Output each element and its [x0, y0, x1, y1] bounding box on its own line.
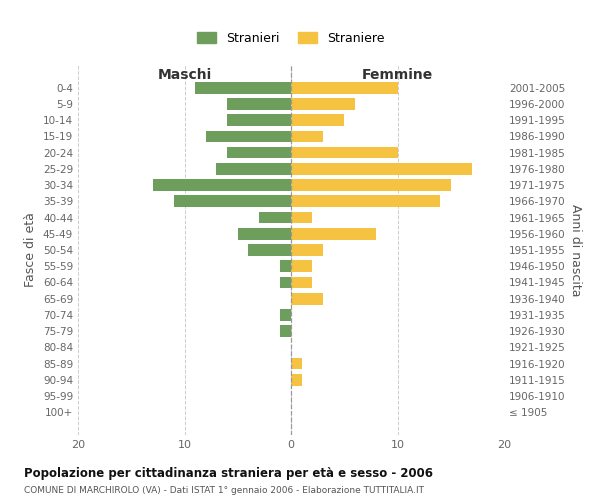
Legend: Stranieri, Straniere: Stranieri, Straniere	[193, 27, 389, 50]
Bar	[291, 276, 313, 288]
Bar	[248, 244, 291, 256]
Bar	[280, 276, 291, 288]
Bar	[238, 228, 291, 239]
Bar	[217, 163, 291, 174]
Text: Popolazione per cittadinanza straniera per età e sesso - 2006: Popolazione per cittadinanza straniera p…	[24, 468, 433, 480]
Text: Maschi: Maschi	[157, 68, 212, 82]
Bar	[291, 147, 398, 158]
Bar	[280, 260, 291, 272]
Bar	[291, 293, 323, 304]
Bar	[259, 212, 291, 224]
Bar	[291, 244, 323, 256]
Bar	[291, 260, 313, 272]
Bar	[291, 82, 398, 94]
Bar	[291, 130, 323, 142]
Bar	[291, 179, 451, 191]
Bar	[291, 196, 440, 207]
Bar	[291, 163, 472, 174]
Bar	[291, 358, 302, 370]
Y-axis label: Anni di nascita: Anni di nascita	[569, 204, 582, 296]
Bar	[291, 228, 376, 239]
Bar	[227, 98, 291, 110]
Bar	[291, 98, 355, 110]
Bar	[280, 309, 291, 321]
Bar	[291, 212, 313, 224]
Bar	[195, 82, 291, 94]
Bar	[227, 147, 291, 158]
Bar	[280, 326, 291, 337]
Bar	[291, 114, 344, 126]
Text: Femmine: Femmine	[362, 68, 433, 82]
Bar	[227, 114, 291, 126]
Text: COMUNE DI MARCHIROLO (VA) - Dati ISTAT 1° gennaio 2006 - Elaborazione TUTTITALIA: COMUNE DI MARCHIROLO (VA) - Dati ISTAT 1…	[24, 486, 424, 495]
Bar	[206, 130, 291, 142]
Bar	[152, 179, 291, 191]
Y-axis label: Fasce di età: Fasce di età	[25, 212, 37, 288]
Bar	[291, 374, 302, 386]
Bar	[174, 196, 291, 207]
